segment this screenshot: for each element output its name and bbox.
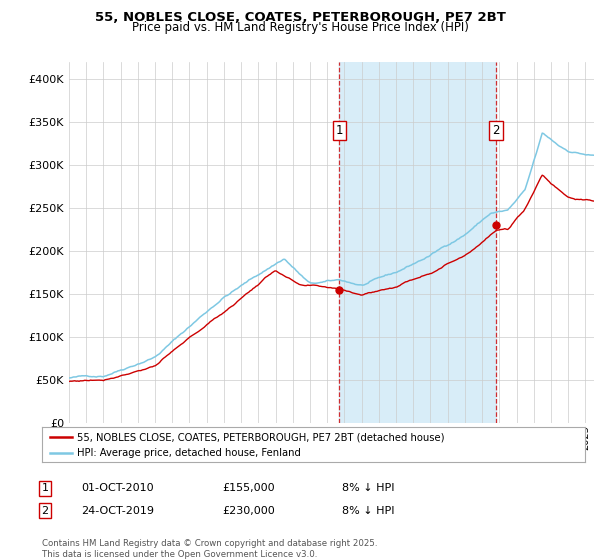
Text: 55, NOBLES CLOSE, COATES, PETERBOROUGH, PE7 2BT: 55, NOBLES CLOSE, COATES, PETERBOROUGH, … <box>95 11 505 24</box>
Text: 8% ↓ HPI: 8% ↓ HPI <box>342 506 395 516</box>
Text: Contains HM Land Registry data © Crown copyright and database right 2025.
This d: Contains HM Land Registry data © Crown c… <box>42 539 377 559</box>
Text: 01-OCT-2010: 01-OCT-2010 <box>81 483 154 493</box>
Text: 1: 1 <box>335 124 343 137</box>
Text: 2: 2 <box>493 124 500 137</box>
Text: 8% ↓ HPI: 8% ↓ HPI <box>342 483 395 493</box>
Text: £155,000: £155,000 <box>222 483 275 493</box>
Text: 24-OCT-2019: 24-OCT-2019 <box>81 506 154 516</box>
Text: £230,000: £230,000 <box>222 506 275 516</box>
Text: 1: 1 <box>41 483 49 493</box>
Text: 55, NOBLES CLOSE, COATES, PETERBOROUGH, PE7 2BT (detached house): 55, NOBLES CLOSE, COATES, PETERBOROUGH, … <box>77 432 445 442</box>
Text: HPI: Average price, detached house, Fenland: HPI: Average price, detached house, Fenl… <box>77 449 301 458</box>
Text: Price paid vs. HM Land Registry's House Price Index (HPI): Price paid vs. HM Land Registry's House … <box>131 21 469 34</box>
Bar <box>340 62 496 423</box>
Text: 2: 2 <box>41 506 49 516</box>
